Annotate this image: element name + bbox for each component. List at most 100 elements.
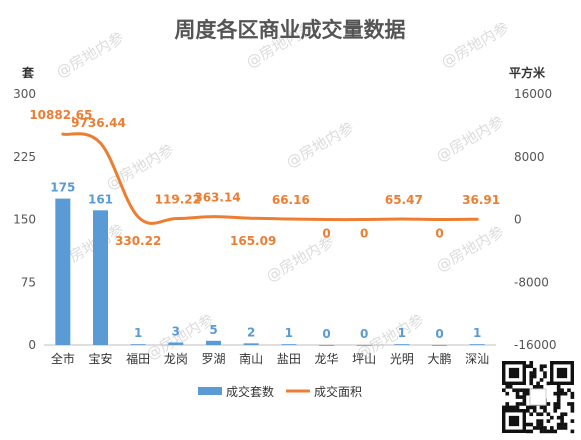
qr-module xyxy=(553,409,558,413)
bar-series: 175 161 1 3 5 2 1 0 0 1 0 1 xyxy=(50,181,485,346)
qr-module xyxy=(570,395,575,399)
qr-module xyxy=(539,405,544,410)
line-data-label: 36.91 xyxy=(462,193,500,207)
category-label: 龙华 xyxy=(314,352,338,366)
qr-module xyxy=(539,429,544,434)
qr-module xyxy=(560,415,564,420)
bar-data-label: 2 xyxy=(247,325,255,339)
legend-swatch-bars xyxy=(198,387,222,395)
line-data-label: 0 xyxy=(435,227,443,241)
legend-label: 成交套数 xyxy=(226,384,274,399)
qr-module xyxy=(553,402,558,406)
qr-module xyxy=(560,422,564,427)
qr-module xyxy=(522,388,527,393)
left-tick-label: 150 xyxy=(13,213,36,227)
qr-module xyxy=(556,402,561,406)
bar-data-label: 5 xyxy=(209,323,217,337)
category-label: 坪山 xyxy=(352,352,376,366)
legend: 成交套数 成交面积 xyxy=(198,384,362,399)
qr-module xyxy=(505,405,510,410)
bar xyxy=(93,210,108,345)
qr-module xyxy=(515,391,520,396)
bar-data-label: 0 xyxy=(322,327,330,341)
qr-module xyxy=(526,391,530,396)
qr-module xyxy=(522,395,527,399)
qr-module xyxy=(536,419,540,423)
qr-module xyxy=(546,419,551,423)
line-data-label: 330.22 xyxy=(115,234,161,248)
qr-module xyxy=(529,371,534,375)
bar xyxy=(206,340,221,345)
qr-module xyxy=(532,409,537,413)
qr-module xyxy=(532,385,537,389)
qr-module xyxy=(515,395,520,399)
qr-module xyxy=(546,381,551,386)
qr-module xyxy=(539,419,544,423)
line-data-label: 0 xyxy=(322,227,330,241)
qr-module xyxy=(502,405,506,410)
qr-module xyxy=(570,405,575,410)
qr-module xyxy=(570,402,575,406)
axes: 075150225300-16000-80000800016000全市 宝安 福田龙… xyxy=(13,87,556,366)
right-tick-label: 8000 xyxy=(514,150,545,164)
bar-data-label: 1 xyxy=(285,326,293,340)
qr-module xyxy=(532,405,537,410)
bar xyxy=(243,343,259,345)
qr-module xyxy=(556,388,561,393)
qr-module xyxy=(560,426,564,430)
line-data-label: 10882.65 xyxy=(29,108,92,122)
qr-module xyxy=(522,391,527,396)
qr-module xyxy=(536,422,540,427)
qr-module xyxy=(526,405,530,410)
category-label: 盐田 xyxy=(277,352,301,366)
left-tick-label: 75 xyxy=(21,275,36,289)
category-label: 光明 xyxy=(390,352,414,366)
qr-module xyxy=(505,385,510,389)
qr-module xyxy=(522,398,527,403)
qr-module xyxy=(556,415,561,420)
category-label: 宝安 xyxy=(88,351,112,366)
qr-module xyxy=(563,422,568,427)
qr-module xyxy=(515,402,520,406)
qr-module xyxy=(526,422,530,427)
qr-module xyxy=(550,429,554,434)
qr-module xyxy=(553,429,558,434)
bar xyxy=(55,198,71,345)
qr-module xyxy=(543,409,547,413)
right-tick-label: 16000 xyxy=(514,87,552,101)
qr-module xyxy=(570,409,575,413)
qr-logo xyxy=(529,388,547,406)
qr-module xyxy=(526,409,530,413)
line-data-label: 119.22 xyxy=(155,193,201,207)
qr-module xyxy=(560,391,564,396)
qr-module xyxy=(563,391,568,396)
qr-module xyxy=(519,388,523,393)
line-data-label: 65.47 xyxy=(385,193,423,207)
qr-module xyxy=(526,388,530,393)
qr-module xyxy=(529,378,534,382)
line-data-label: 363.14 xyxy=(194,191,240,205)
bar-data-label: 1 xyxy=(134,326,142,340)
qr-module xyxy=(543,405,547,410)
qr-module xyxy=(536,385,540,389)
qr-module xyxy=(529,381,534,386)
legend-label: 成交面积 xyxy=(314,384,362,399)
right-tick-label: -16000 xyxy=(514,338,557,352)
qr-module xyxy=(536,412,540,417)
qr-module xyxy=(539,422,544,427)
watermark-text: @房地内参 xyxy=(433,222,507,275)
qr-module xyxy=(526,364,530,369)
qr-module xyxy=(529,361,534,365)
qr-module xyxy=(529,429,534,434)
qr-module xyxy=(556,385,561,389)
category-label: 罗湖 xyxy=(201,351,225,366)
qr-module xyxy=(570,419,575,423)
qr-module xyxy=(519,395,523,399)
qr-module xyxy=(532,371,537,375)
qr-code-icon xyxy=(502,361,575,434)
qr-module xyxy=(543,429,547,434)
bar-data-label: 1 xyxy=(473,326,481,340)
qr-module xyxy=(508,405,513,410)
watermark-text: @房地内参 xyxy=(433,112,507,165)
